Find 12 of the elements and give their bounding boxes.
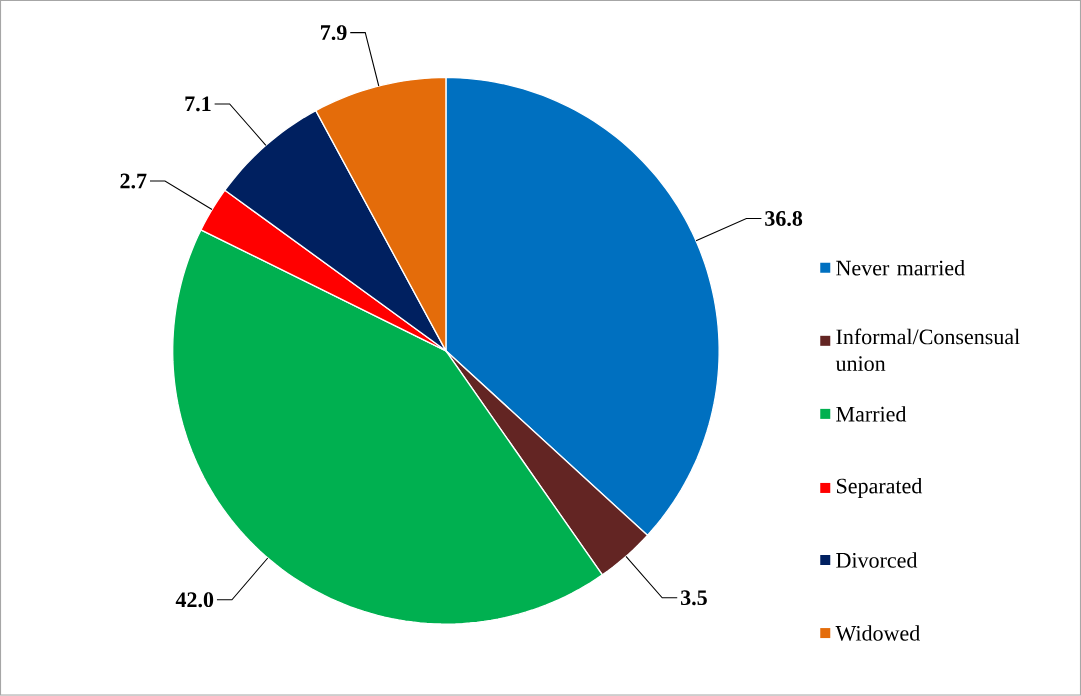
data-label: 3.5 [681, 590, 707, 606]
legend-label: Informal/Consensual union [835, 328, 1020, 372]
data-label: 7.1 [185, 96, 211, 112]
data-label: 36.8 [765, 211, 803, 227]
legend-label: Widowed [835, 625, 920, 642]
data-label: 42.0 [175, 592, 214, 608]
legend-label: Separated [837, 478, 923, 499]
data-label: 2.7 [120, 173, 147, 189]
legend-label: Divorced [836, 552, 918, 568]
data-label: 7.9 [321, 25, 347, 41]
legend-label: Never married [836, 260, 965, 276]
legend-label: Married [836, 406, 907, 422]
